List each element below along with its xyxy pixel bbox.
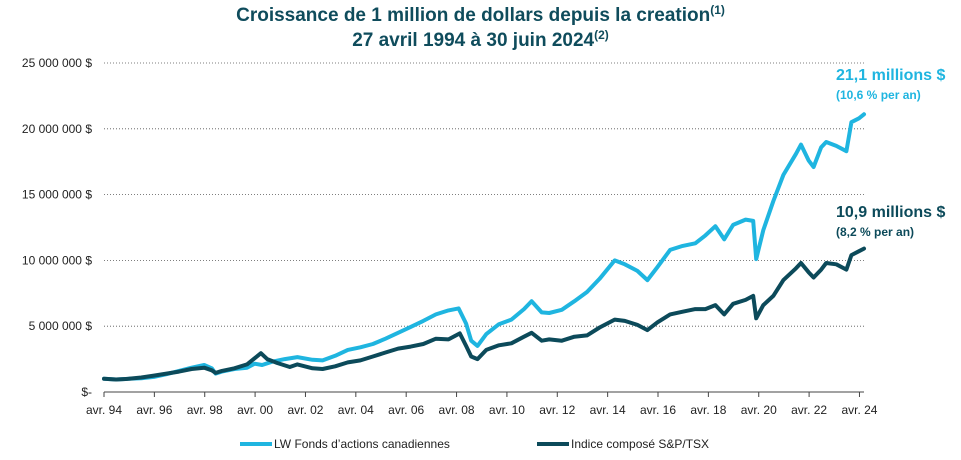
end-labels: 21,1 millions $ (10,6 % per an) 10,9 milli… — [836, 67, 945, 239]
y-tick-label: 15 000 000 $ — [22, 188, 92, 202]
x-tick-label: avr. 06 — [388, 403, 424, 417]
y-tick-label: 20 000 000 $ — [22, 122, 92, 136]
legend-item-index: Indice composé S&P/TSX — [537, 437, 709, 451]
y-axis: $- 5 000 000 $ 10 000 000 $ 15 000 000 $ 20 … — [22, 56, 92, 399]
chart-subtitle: 27 avril 1994 à 30 juin 2024(2) — [352, 28, 609, 51]
end-label-value: 10,9 millions $ — [836, 204, 945, 221]
x-tick-label: avr. 96 — [136, 403, 172, 417]
legend-item-fund: LW Fonds d’actions canadiennes — [240, 437, 450, 451]
series-lines — [102, 112, 866, 382]
x-tick-label: avr. 02 — [287, 403, 323, 417]
y-tick-label: 10 000 000 $ — [22, 253, 92, 267]
x-tick-label: avr. 24 — [841, 403, 877, 417]
x-tick-label: avr. 00 — [237, 403, 273, 417]
y-tick-label: 5 000 000 $ — [29, 319, 93, 333]
x-tick-label: avr. 18 — [690, 403, 726, 417]
x-tick-label: avr. 08 — [439, 403, 475, 417]
x-tick-label: avr. 98 — [187, 403, 223, 417]
legend-swatch-index — [537, 442, 569, 446]
x-tick-label: avr. 14 — [590, 403, 626, 417]
x-tick-label: avr. 12 — [539, 403, 575, 417]
x-tick-label: avr. 10 — [489, 403, 525, 417]
chart-title: Croissance de 1 million de dollars depui… — [236, 3, 725, 26]
end-label-rate: (8,2 % per an) — [836, 225, 914, 239]
x-tick-label: avr. 20 — [741, 403, 777, 417]
y-tick-label: 25 000 000 $ — [22, 56, 92, 70]
end-label-rate: (10,6 % per an) — [836, 88, 921, 102]
x-tick-label: avr. 16 — [640, 403, 676, 417]
legend-swatch-fund — [240, 442, 272, 446]
series-line-index — [102, 246, 866, 382]
x-tick-label: avr. 22 — [791, 403, 827, 417]
legend-label-fund: LW Fonds d’actions canadiennes — [274, 437, 450, 451]
y-tick-label: $- — [81, 385, 92, 399]
series-line-fund — [102, 112, 866, 382]
end-label-value: 21,1 millions $ — [836, 67, 945, 84]
x-axis: avr. 94 avr. 96 avr. 98 avr. 00 avr. 02 avr. … — [86, 391, 878, 417]
grid — [104, 62, 864, 327]
x-tick-label: avr. 94 — [86, 403, 122, 417]
legend-label-index: Indice composé S&P/TSX — [571, 437, 710, 451]
x-tick-label: avr. 04 — [338, 403, 374, 417]
